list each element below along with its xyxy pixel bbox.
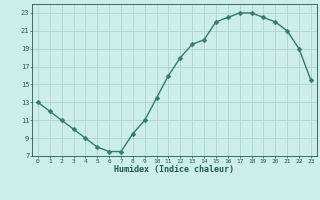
X-axis label: Humidex (Indice chaleur): Humidex (Indice chaleur) xyxy=(115,165,234,174)
